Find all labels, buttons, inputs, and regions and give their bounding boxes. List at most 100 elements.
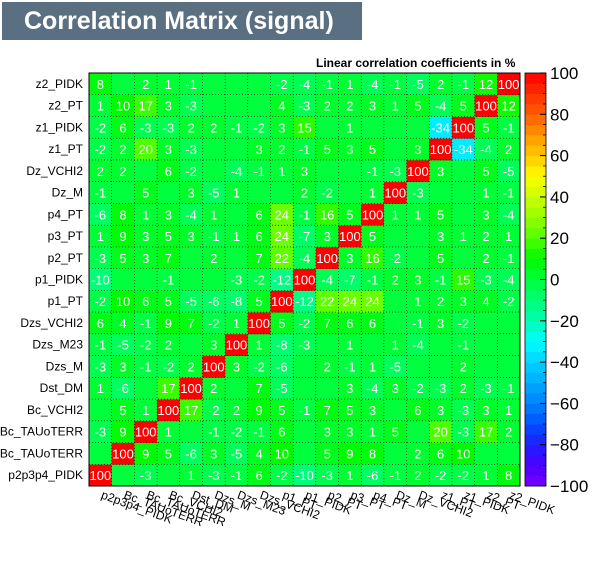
heatmap-cell <box>157 73 181 96</box>
heatmap-cell <box>315 246 339 270</box>
heatmap-cell <box>497 333 521 356</box>
cell-value: 1 <box>505 229 512 244</box>
heatmap-cell <box>247 464 271 487</box>
cell-value: -6 <box>367 468 379 483</box>
heatmap-cell <box>134 225 158 248</box>
heatmap-cell <box>225 116 249 139</box>
heatmap-cell <box>497 159 521 183</box>
heatmap-cell <box>225 246 249 270</box>
cell-value: 100 <box>339 229 361 244</box>
cell-value: -34 <box>454 142 473 157</box>
heatmap-cell <box>406 116 430 139</box>
cell-value: 15 <box>297 120 311 135</box>
heatmap-cell <box>179 181 203 204</box>
heatmap-cell <box>406 355 430 378</box>
heatmap-cell <box>247 246 271 270</box>
heatmap-cells <box>89 73 521 487</box>
heatmap-cell <box>202 312 226 335</box>
cell-value: 1 <box>369 186 376 201</box>
heatmap-cell <box>89 225 113 248</box>
heatmap-cell <box>225 138 249 161</box>
heatmap-cell <box>157 116 181 139</box>
cell-value: 5 <box>165 446 172 461</box>
cell-value: 7 <box>324 403 331 418</box>
heatmap-cell <box>451 225 476 248</box>
heatmap-cell <box>293 73 317 96</box>
colorbar-band <box>525 320 546 332</box>
heatmap-cell <box>497 73 521 96</box>
cell-value: -1 <box>367 273 379 288</box>
heatmap-cell <box>315 442 339 465</box>
cell-value: -5 <box>208 186 220 201</box>
heatmap-cell <box>134 464 158 487</box>
cell-value: 3 <box>392 381 399 396</box>
row-label: Dz_VCHI2 <box>26 164 83 178</box>
heatmap-cell <box>89 73 113 96</box>
heatmap-cell <box>383 181 407 204</box>
heatmap-cell <box>157 290 181 313</box>
heatmap-cell <box>293 420 317 443</box>
cell-value: -4 <box>435 99 447 114</box>
heatmap-cell <box>202 442 226 465</box>
heatmap-cell <box>157 377 181 400</box>
cell-value: -3 <box>231 273 243 288</box>
heatmap-cell <box>247 116 271 139</box>
heatmap-cell <box>111 377 135 400</box>
heatmap-cell <box>497 377 521 400</box>
heatmap-cell <box>429 442 453 465</box>
cell-value: 2 <box>482 229 489 244</box>
cell-value: 3 <box>165 99 172 114</box>
cell-value: 10 <box>116 99 130 114</box>
heatmap-cell <box>406 377 430 400</box>
cell-value: 5 <box>324 446 331 461</box>
heatmap-cell <box>111 290 135 313</box>
cell-value: -4 <box>299 77 311 92</box>
row-labels: p2p3p4_PIDK Bc_TAUoTERR Bc_TAUoTERR Bc_VCHI… <box>0 77 84 482</box>
cell-value: -3 <box>208 468 220 483</box>
heatmap-cell <box>270 94 294 117</box>
heatmap-cell <box>383 225 407 248</box>
cell-value: 6 <box>256 468 263 483</box>
heatmap-cell <box>451 312 476 335</box>
cell-value: 2 <box>505 425 512 440</box>
cell-value: -3 <box>435 381 447 396</box>
heatmap-cell <box>270 116 294 139</box>
heatmap-cell <box>293 399 317 422</box>
cell-value: 5 <box>142 186 149 201</box>
cell-value: 8 <box>505 468 512 483</box>
heatmap-cell <box>406 333 430 356</box>
heatmap-cell <box>157 203 181 226</box>
colorbar-band <box>525 134 546 146</box>
heatmap-cell <box>247 225 271 248</box>
cell-value: 100 <box>452 120 474 135</box>
colorbar-band <box>525 83 546 95</box>
heatmap-cell <box>157 355 181 378</box>
heatmap-cell <box>179 355 203 378</box>
cell-value: -2 <box>208 316 220 331</box>
heatmap-cell <box>293 377 317 400</box>
heatmap-cell <box>134 399 158 422</box>
heatmap-cell <box>111 464 135 487</box>
colorbar-band <box>525 165 546 177</box>
cell-value: -1 <box>299 403 311 418</box>
heatmap-cell <box>134 312 158 335</box>
heatmap-cell <box>270 464 294 487</box>
heatmap-cell <box>270 138 294 161</box>
row-label: Bc_VCHI2 <box>27 403 83 417</box>
heatmap-cell <box>474 246 498 270</box>
cell-value: 3 <box>142 229 149 244</box>
cell-value: 24 <box>275 229 289 244</box>
cell-value: 5 <box>369 142 376 157</box>
heatmap-cell <box>361 290 385 313</box>
colorbar-band <box>525 289 546 301</box>
heatmap-cell <box>315 290 339 313</box>
heatmap-cell <box>338 268 362 291</box>
cell-value: -5 <box>276 381 288 396</box>
heatmap-cell <box>179 290 203 313</box>
heatmap-cell <box>270 377 294 400</box>
cell-value: 1 <box>346 77 353 92</box>
heatmap-cell <box>383 116 407 139</box>
heatmap-cell <box>474 181 498 204</box>
colorbar-band <box>525 217 546 229</box>
heatmap-cell <box>315 312 339 335</box>
